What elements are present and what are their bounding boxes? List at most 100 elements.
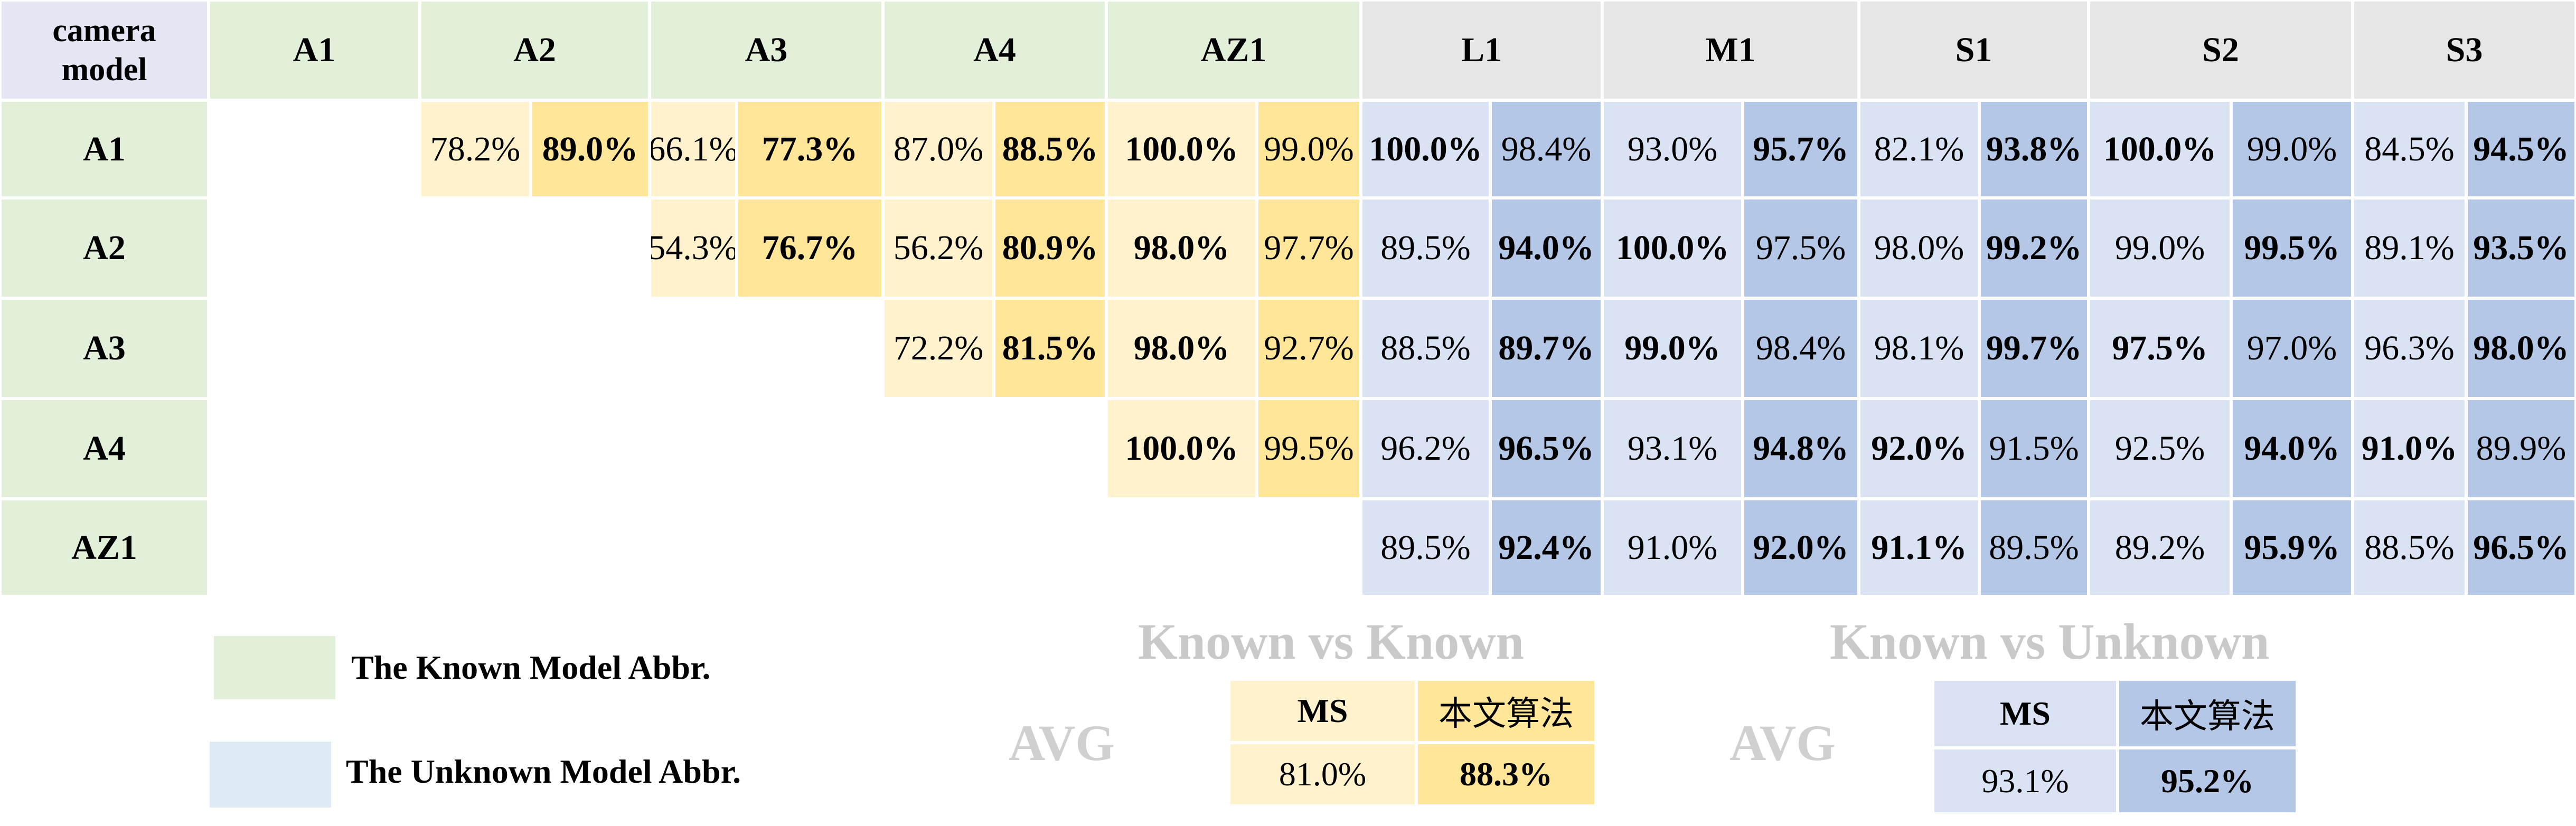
cell-value: 98.0% bbox=[2473, 329, 2569, 367]
table-cell: 89.1% bbox=[2353, 198, 2466, 298]
cell-value: 89.5% bbox=[1380, 229, 1471, 267]
col-header-label: S3 bbox=[2446, 31, 2483, 69]
cell-value: 100.0% bbox=[1125, 129, 1238, 168]
cell-value: 97.5% bbox=[2112, 329, 2208, 367]
cell-value: 93.5% bbox=[2473, 229, 2569, 267]
cell-value: 72.2% bbox=[893, 329, 984, 367]
known-vs-known-title: Known vs Known bbox=[1138, 613, 1524, 670]
col-header-label: A1 bbox=[293, 31, 336, 69]
table-cell: 94.0% bbox=[1490, 198, 1602, 298]
cell-value: 98.0% bbox=[1874, 229, 1964, 267]
row-header-label: AZ1 bbox=[71, 528, 137, 567]
legend-known-label: The Known Model Abbr. bbox=[351, 649, 711, 686]
table-cell: 100.0% bbox=[1106, 100, 1257, 198]
cell-value: 96.5% bbox=[2473, 528, 2569, 567]
cell-value: 95.9% bbox=[2244, 528, 2340, 567]
table-cell: 89.5% bbox=[1361, 198, 1490, 298]
cell-value: 100.0% bbox=[1125, 429, 1238, 468]
known-ms-value-text: 81.0% bbox=[1278, 755, 1367, 793]
table-cell: 93.0% bbox=[1602, 100, 1743, 198]
table-cell: 98.4% bbox=[1490, 100, 1602, 198]
col-header-s2: S2 bbox=[2089, 0, 2353, 100]
cell-value: 91.1% bbox=[1871, 528, 1967, 567]
row-header-az1: AZ1 bbox=[0, 499, 209, 596]
cell-value: 92.0% bbox=[1753, 528, 1849, 567]
table-cell: 91.0% bbox=[1602, 499, 1743, 596]
cell-value: 96.5% bbox=[1498, 429, 1594, 468]
cell-value: 96.2% bbox=[1380, 429, 1471, 468]
col-header-az1: AZ1 bbox=[1106, 0, 1361, 100]
table-cell: 78.2% bbox=[420, 100, 531, 198]
cell-value: 87.0% bbox=[893, 129, 984, 168]
cell-value: 77.3% bbox=[761, 129, 858, 168]
col-header-label: A4 bbox=[973, 31, 1016, 69]
col-header-label: AZ1 bbox=[1200, 31, 1267, 69]
table-cell: 98.0% bbox=[2466, 298, 2576, 398]
table-cell: 81.5% bbox=[994, 298, 1106, 398]
col-header-s1: S1 bbox=[1859, 0, 2089, 100]
row-header-label: A1 bbox=[83, 129, 126, 168]
cell-value: 98.0% bbox=[1133, 229, 1230, 267]
col-header-a3: A3 bbox=[650, 0, 883, 100]
cell-value: 94.0% bbox=[1498, 229, 1594, 267]
table-cell: 89.7% bbox=[1490, 298, 1602, 398]
legend-unknown-swatch bbox=[210, 742, 331, 808]
cell-value: 76.7% bbox=[761, 229, 858, 267]
cell-value: 100.0% bbox=[1369, 129, 1482, 168]
col-header-a2: A2 bbox=[420, 0, 650, 100]
col-header-l1: L1 bbox=[1361, 0, 1602, 100]
table-cell: 95.7% bbox=[1743, 100, 1859, 198]
cell-value: 91.0% bbox=[1627, 528, 1718, 567]
cell-value: 94.8% bbox=[1753, 429, 1849, 468]
table-cell: 99.0% bbox=[2089, 198, 2231, 298]
table-cell: 93.8% bbox=[1979, 100, 2089, 198]
table-cell: 93.1% bbox=[1602, 398, 1743, 499]
table-cell: 80.9% bbox=[994, 198, 1106, 298]
unknown-ours-header-text: 本文算法 bbox=[2140, 697, 2275, 736]
cell-value: 89.0% bbox=[542, 129, 638, 168]
table-cell: 99.5% bbox=[1257, 398, 1361, 499]
table-cell: 96.2% bbox=[1361, 398, 1490, 499]
row-header-a1: A1 bbox=[0, 100, 209, 198]
table-cell: 99.5% bbox=[2231, 198, 2353, 298]
unknown-ours-value: 95.2% bbox=[2118, 748, 2297, 814]
table-cell: 92.0% bbox=[1743, 499, 1859, 596]
table-cell: 96.5% bbox=[1490, 398, 1602, 499]
table-cell: 91.1% bbox=[1859, 499, 1979, 596]
unknown-ms-header: MS bbox=[1933, 679, 2118, 748]
cell-value: 98.4% bbox=[1755, 329, 1846, 367]
cell-value: 93.1% bbox=[1627, 429, 1718, 468]
cell-value: 95.7% bbox=[1753, 129, 1849, 168]
table-cell: 100.0% bbox=[1361, 100, 1490, 198]
cell-value: 100.0% bbox=[2103, 129, 2217, 168]
cell-value: 99.5% bbox=[2244, 229, 2340, 267]
cell-value: 93.8% bbox=[1986, 129, 2082, 168]
cell-value: 88.5% bbox=[1002, 129, 1098, 168]
cell-value: 80.9% bbox=[1002, 229, 1098, 267]
table-cell: 84.5% bbox=[2353, 100, 2466, 198]
cell-value: 91.0% bbox=[2361, 429, 2458, 468]
cell-value: 93.0% bbox=[1627, 129, 1718, 168]
table-cell: 94.0% bbox=[2231, 398, 2353, 499]
table-cell: 96.5% bbox=[2466, 499, 2576, 596]
cell-value: 99.0% bbox=[1264, 129, 1354, 168]
corner-header: camera model bbox=[0, 0, 209, 100]
known-ours-header: 本文算法 bbox=[1416, 679, 1596, 743]
cell-value: 89.1% bbox=[2364, 229, 2455, 267]
table-cell: 99.7% bbox=[1979, 298, 2089, 398]
cell-value: 97.7% bbox=[1264, 229, 1354, 267]
corner-label-line1: camera bbox=[52, 12, 156, 49]
col-header-a4: A4 bbox=[883, 0, 1106, 100]
cell-value: 99.0% bbox=[1624, 329, 1721, 367]
cell-value: 99.7% bbox=[1986, 329, 2082, 367]
table-cell: 82.1% bbox=[1859, 100, 1979, 198]
known-ours-value-text: 88.3% bbox=[1460, 755, 1553, 793]
cell-value: 84.5% bbox=[2364, 129, 2455, 168]
cell-value: 82.1% bbox=[1874, 129, 1964, 168]
table-cell: 89.9% bbox=[2466, 398, 2576, 499]
legend-unknown-label: The Unknown Model Abbr. bbox=[346, 753, 741, 790]
table-cell: 99.2% bbox=[1979, 198, 2089, 298]
table-cell: 88.5% bbox=[1361, 298, 1490, 398]
known-ms-header-text: MS bbox=[1297, 692, 1348, 729]
col-header-m1: M1 bbox=[1602, 0, 1859, 100]
